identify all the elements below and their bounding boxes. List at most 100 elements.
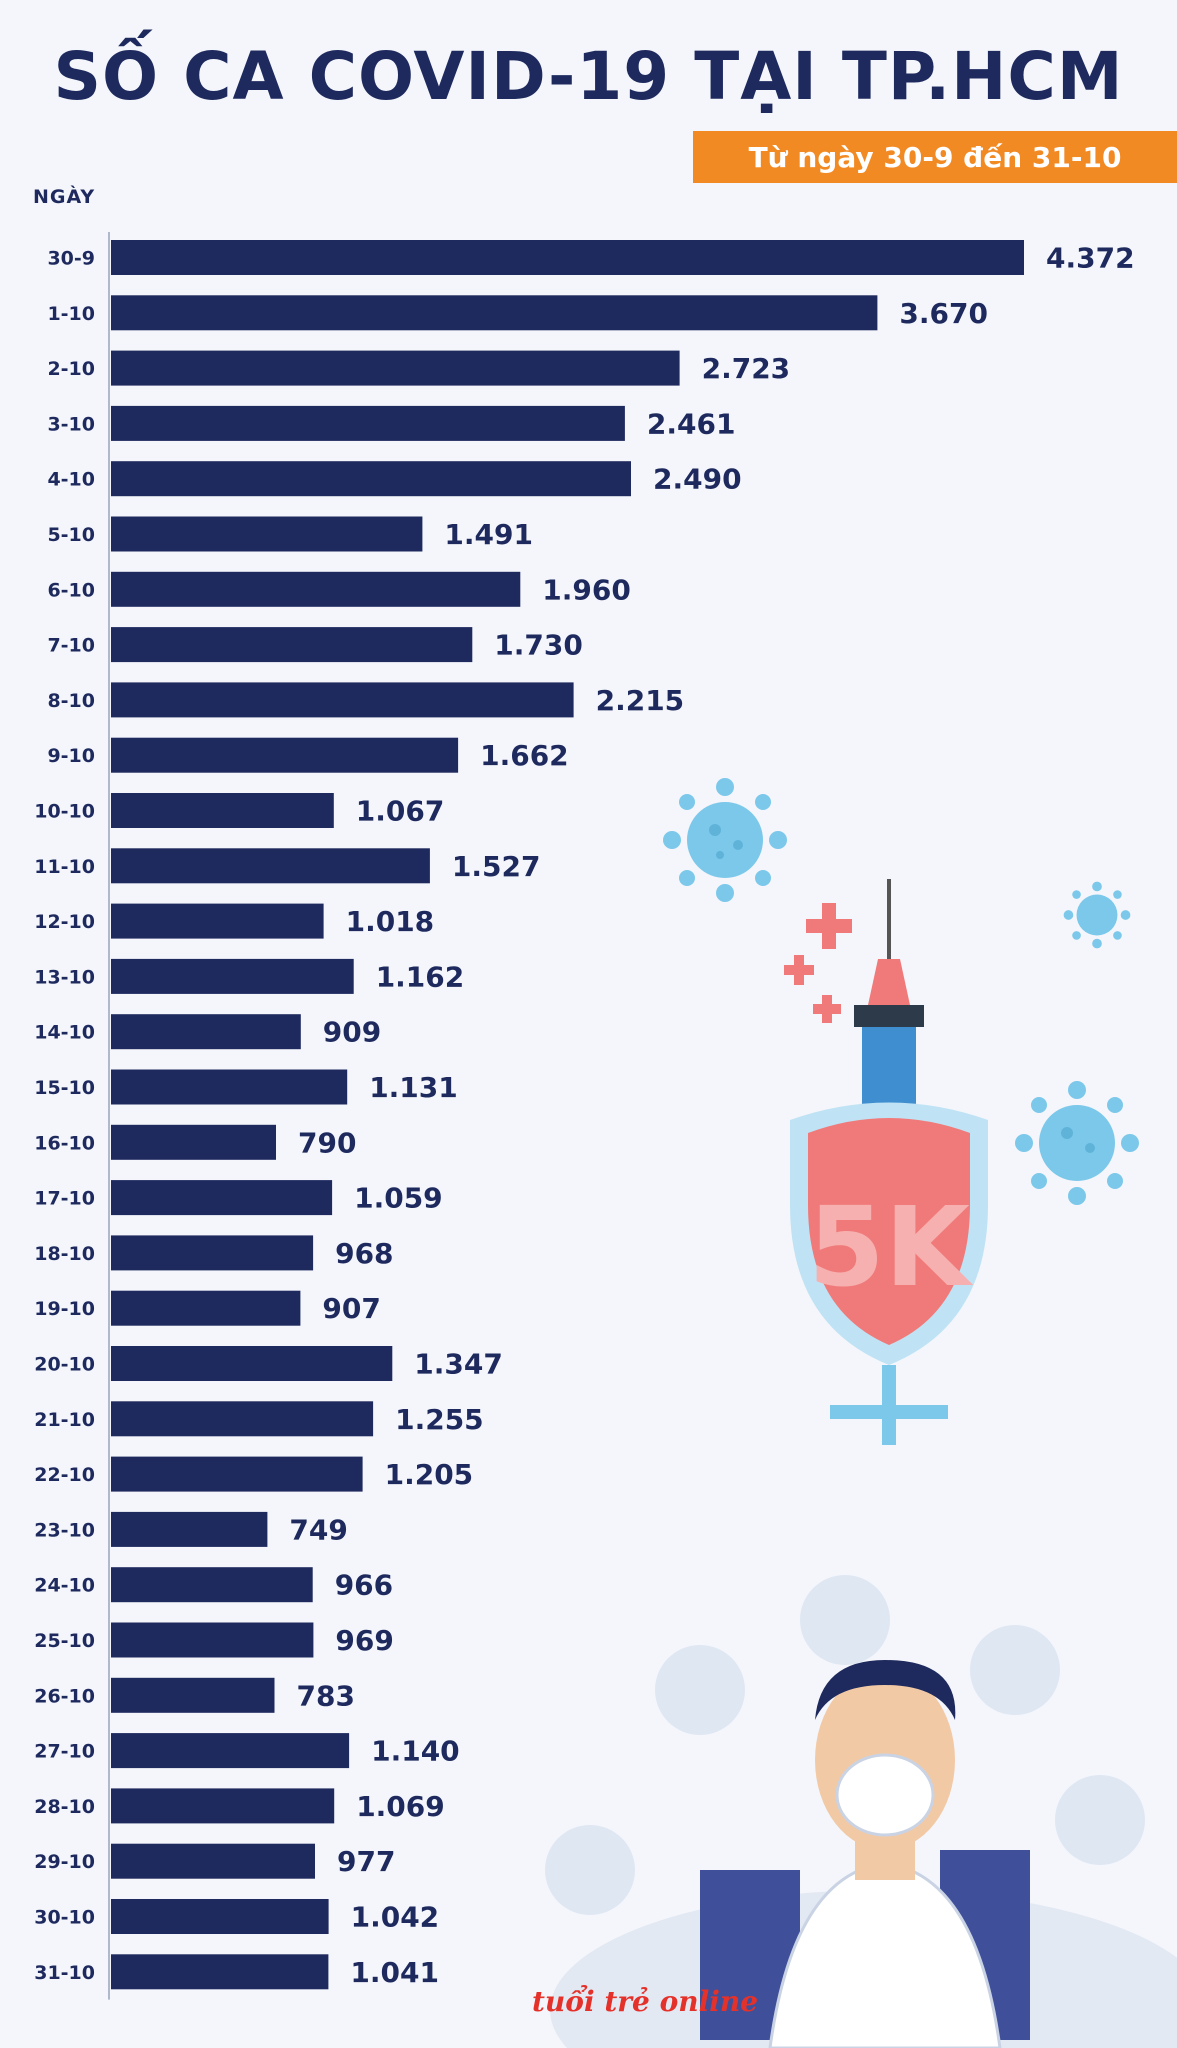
data-label: 909 <box>323 1016 381 1049</box>
category-label: 28-10 <box>34 1796 95 1818</box>
category-label: 29-10 <box>34 1851 95 1873</box>
bar-12-10 <box>111 903 324 939</box>
category-label: 18-10 <box>34 1243 95 1265</box>
page-title: SỐ CA COVID-19 TẠI TP.HCM <box>53 38 1124 115</box>
category-label: 8-10 <box>47 690 95 712</box>
data-label: 1.162 <box>376 960 465 993</box>
bar-31-10 <box>111 1954 329 1990</box>
bar-22-10 <box>111 1456 363 1492</box>
data-label: 1.067 <box>356 795 445 828</box>
data-label: 977 <box>337 1845 395 1878</box>
bar-6-10 <box>111 571 521 607</box>
bar-2-10 <box>111 350 680 386</box>
data-label: 1.527 <box>452 850 541 883</box>
category-label: 3-10 <box>47 413 95 435</box>
data-label: 1.059 <box>354 1182 443 1215</box>
category-label: 7-10 <box>47 635 95 657</box>
bar-18-10 <box>111 1235 314 1271</box>
data-label: 968 <box>335 1237 393 1270</box>
data-label: 1.041 <box>350 1956 439 1989</box>
bar-10-10 <box>111 793 334 828</box>
data-label: 2.723 <box>702 352 791 385</box>
bar-13-10 <box>111 958 354 994</box>
virus-icon <box>1015 1081 1139 1205</box>
data-label: 2.215 <box>596 684 685 717</box>
category-label: 24-10 <box>34 1575 95 1597</box>
category-label: 26-10 <box>34 1685 95 1707</box>
bar-29-10 <box>111 1843 315 1879</box>
category-label: 1-10 <box>47 303 95 325</box>
data-label: 783 <box>297 1679 355 1712</box>
virus-icon <box>663 778 787 902</box>
data-label: 969 <box>335 1624 393 1657</box>
bar-11-10 <box>111 848 430 884</box>
data-label: 2.490 <box>653 463 742 496</box>
data-label: 749 <box>289 1513 347 1546</box>
bar-19-10 <box>111 1290 301 1326</box>
category-label: 23-10 <box>34 1519 95 1541</box>
virus-icon <box>1063 881 1131 949</box>
data-label: 2.461 <box>647 407 736 440</box>
bar-3-10 <box>111 405 625 441</box>
data-label: 1.205 <box>385 1458 474 1491</box>
data-label: 1.018 <box>346 905 435 938</box>
bar-21-10 <box>111 1401 374 1437</box>
bar-1-10 <box>111 295 878 331</box>
bar-27-10 <box>111 1733 350 1769</box>
bar-24-10 <box>111 1567 313 1603</box>
data-label: 907 <box>322 1292 380 1325</box>
bar-20-10 <box>111 1346 393 1381</box>
bar-5-10 <box>111 516 423 552</box>
category-label: 17-10 <box>34 1188 95 1210</box>
y-axis-label: NGÀY <box>33 186 96 208</box>
category-label: 6-10 <box>47 579 95 601</box>
category-label: 15-10 <box>34 1077 95 1099</box>
category-label: 14-10 <box>34 1022 95 1044</box>
bar-9-10 <box>111 737 459 773</box>
bar-16-10 <box>111 1124 276 1160</box>
category-label: 13-10 <box>34 966 95 988</box>
category-label: 2-10 <box>47 358 95 380</box>
bar-30-10 <box>111 1899 329 1934</box>
data-label: 3.670 <box>899 297 988 330</box>
data-label: 1.140 <box>371 1735 460 1768</box>
category-label: 22-10 <box>34 1464 95 1486</box>
category-label: 20-10 <box>34 1354 95 1376</box>
bar-4-10 <box>111 461 631 497</box>
data-label: 1.255 <box>395 1403 484 1436</box>
data-label: 1.491 <box>444 518 533 551</box>
category-label: 25-10 <box>34 1630 95 1652</box>
category-label: 21-10 <box>34 1409 95 1431</box>
bar-26-10 <box>111 1677 275 1713</box>
publisher-logo: tuổi trẻ online <box>532 1985 759 2018</box>
data-label: 1.960 <box>542 573 631 606</box>
data-label: 1.662 <box>480 739 569 772</box>
category-label: 19-10 <box>34 1298 95 1320</box>
data-label: 1.131 <box>369 1071 458 1104</box>
data-label: 1.347 <box>414 1348 503 1381</box>
category-label: 31-10 <box>34 1962 95 1984</box>
date-range-text: Từ ngày 30-9 đến 31-10 <box>748 140 1122 174</box>
date-range-badge: Từ ngày 30-9 đến 31-10 <box>693 131 1177 183</box>
bar-17-10 <box>111 1180 333 1216</box>
category-label: 30-9 <box>47 248 95 270</box>
category-label: 9-10 <box>47 745 95 767</box>
data-label: 1.069 <box>356 1790 445 1823</box>
category-label: 30-10 <box>34 1907 95 1929</box>
bar-23-10 <box>111 1511 268 1547</box>
category-label: 12-10 <box>34 911 95 933</box>
category-label: 16-10 <box>34 1132 95 1154</box>
category-label: 10-10 <box>34 801 95 823</box>
bar-14-10 <box>111 1014 301 1050</box>
data-label: 790 <box>298 1126 356 1159</box>
category-label: 4-10 <box>47 469 95 491</box>
category-label: 5-10 <box>47 524 95 546</box>
data-label: 1.730 <box>494 629 583 662</box>
bar-8-10 <box>111 682 574 718</box>
data-label: 4.372 <box>1046 242 1135 275</box>
bar-7-10 <box>111 627 473 663</box>
doctor-illustration <box>545 1575 1177 2048</box>
bar-15-10 <box>111 1069 348 1105</box>
data-label: 966 <box>335 1569 393 1602</box>
